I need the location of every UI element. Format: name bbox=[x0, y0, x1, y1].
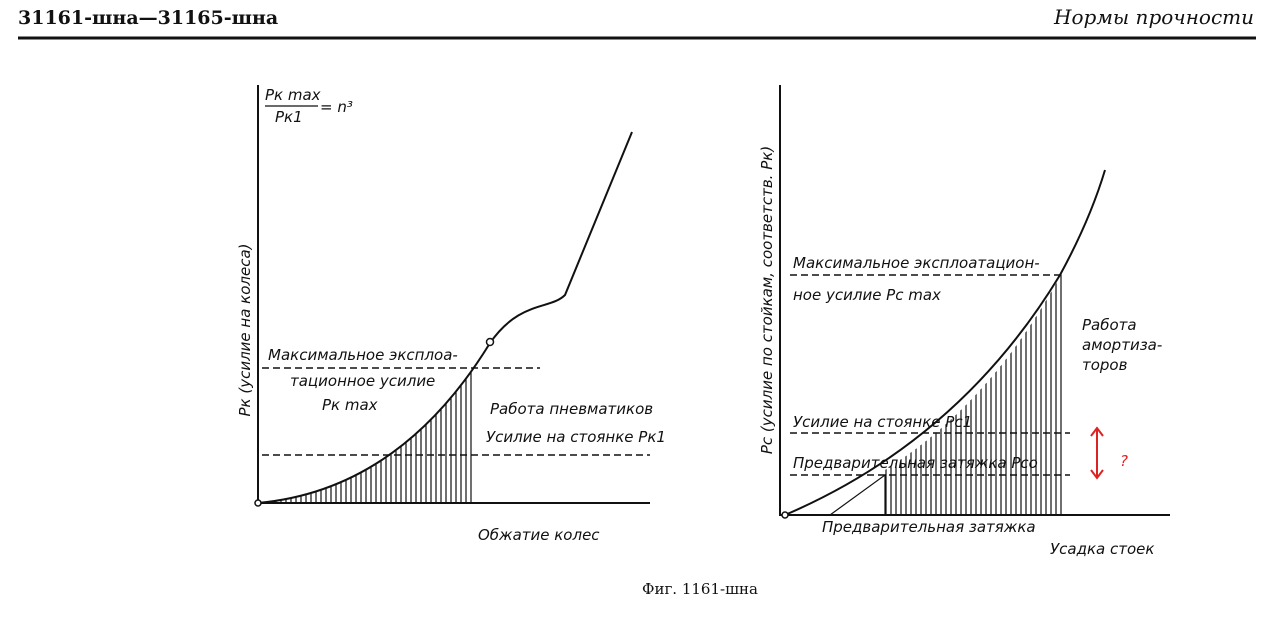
label: тационное усилие bbox=[290, 372, 435, 390]
formula-den: Pк1 bbox=[275, 108, 303, 126]
axes bbox=[779, 85, 1170, 516]
figure-right: Pс (усилие по стойкам, соответств. Pк) М… bbox=[758, 85, 1170, 558]
formula-rhs: = n³ bbox=[320, 98, 353, 116]
hatch bbox=[885, 273, 1062, 515]
y-label: Pк (усилие на колеса) bbox=[236, 243, 254, 416]
label: Максимальное эксплоа- bbox=[268, 346, 458, 364]
figure-left: Pк max Pк1 = n³ Pк (усилие на колеса) Ма… bbox=[236, 85, 666, 544]
hatch bbox=[258, 368, 473, 503]
label: Предварительная затяжка bbox=[822, 518, 1036, 536]
curve bbox=[784, 169, 1106, 516]
label: торов bbox=[1082, 356, 1128, 374]
header-left: 31161-шна—31165-шна bbox=[18, 7, 278, 29]
origin bbox=[254, 499, 262, 507]
x-label: Усадка стоек bbox=[1050, 540, 1154, 558]
label: Работа пневматиков bbox=[490, 400, 653, 418]
label: Максимальное эксплоатацион- bbox=[793, 254, 1040, 272]
y-label: Pс (усилие по стойкам, соответств. Pк) bbox=[758, 146, 776, 454]
label: Работа bbox=[1082, 316, 1137, 334]
curve bbox=[257, 131, 633, 504]
annotation: ? bbox=[1120, 452, 1128, 470]
label: амортиза- bbox=[1082, 336, 1162, 354]
origin bbox=[781, 511, 789, 519]
label: Предварительная затяжка Pсо bbox=[793, 454, 1038, 472]
label: Усилие на стоянке Pс1 bbox=[793, 413, 972, 431]
label: Усилие на стоянке Pк1 bbox=[486, 428, 666, 446]
point bbox=[485, 337, 495, 347]
formula-num: Pк max bbox=[265, 86, 321, 104]
header-right: Нормы прочности bbox=[1053, 5, 1254, 29]
label: ное усилие Pс max bbox=[793, 286, 941, 304]
caption: Фиг. 1161-шна bbox=[642, 580, 758, 598]
preload-triangle bbox=[829, 473, 886, 516]
x-label: Обжатие колес bbox=[478, 526, 600, 544]
label: Pк max bbox=[322, 396, 378, 414]
red-arrow bbox=[1090, 426, 1104, 480]
